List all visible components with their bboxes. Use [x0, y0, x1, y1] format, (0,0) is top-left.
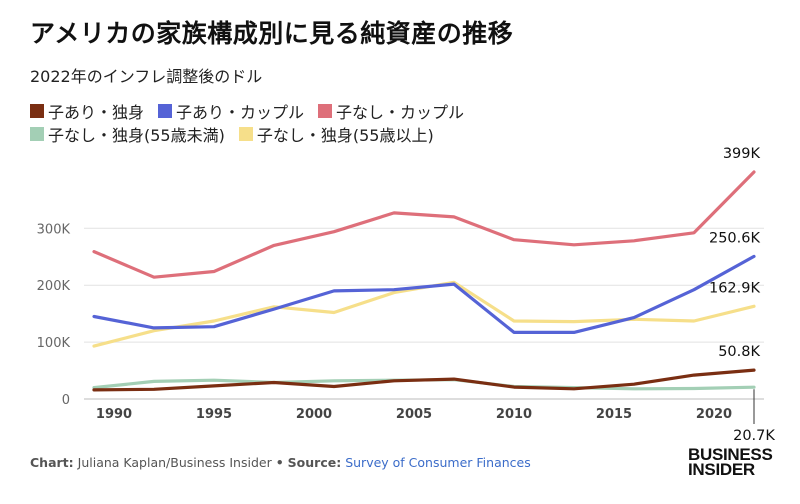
series-line-4	[92, 170, 756, 279]
legend-swatch-single-no-kids-over55	[238, 127, 253, 141]
chart-subtitle: 2022年のインフレ調整後のドル	[30, 67, 263, 86]
legend-label-couple-no-kids: 子なし・カップル	[336, 103, 465, 122]
y-tick-label: 0	[62, 393, 70, 408]
legend-swatch-single-no-kids-under55	[30, 127, 44, 141]
end-label-1: 50.8K	[718, 344, 760, 360]
legend-row-1: 子あり・独身 子あり・カップル 子なし・カップル	[30, 100, 730, 122]
legend-label-single-no-kids-over55: 子なし・独身(55歳以上)	[256, 126, 434, 145]
legend-item-couple-with-kids: 子あり・カップル	[158, 99, 304, 123]
legend-label-single-no-kids-under55: 子なし・独身(55歳未満)	[48, 126, 225, 145]
legend-swatch-couple-no-kids	[318, 104, 333, 118]
x-tick-label: 1990	[96, 407, 132, 422]
legend-item-single-no-kids-under55: 子なし・独身(55歳未満)	[30, 122, 225, 146]
legend-item-single-with-kids: 子あり・独身	[30, 99, 144, 123]
legend-item-couple-no-kids: 子なし・カップル	[318, 99, 464, 123]
footer-bullet: •	[275, 455, 284, 470]
x-tick-label: 2010	[496, 407, 532, 422]
x-tick-label: 2015	[596, 407, 632, 422]
y-tick-label: 200K	[37, 279, 71, 294]
legend-swatch-single-with-kids	[30, 104, 44, 118]
business-insider-logo: BUSINESS INSIDER	[688, 445, 778, 479]
footer-chart-label: Chart:	[30, 455, 74, 470]
x-tick-label: 2000	[296, 407, 332, 422]
end-label-2: 162.9K	[709, 280, 761, 296]
legend-label-couple-with-kids: 子あり・カップル	[176, 103, 305, 122]
footer-credit: Juliana Kaplan/Business Insider	[77, 455, 272, 470]
end-label-4: 399K	[723, 146, 761, 162]
series-line-2	[92, 280, 756, 348]
legend-swatch-couple-with-kids	[158, 104, 173, 118]
footer: Chart: Juliana Kaplan/Business Insider •…	[30, 455, 531, 470]
x-tick-label: 2005	[396, 407, 432, 422]
y-tick-label: 300K	[37, 222, 71, 237]
legend: 子あり・独身 子あり・カップル 子なし・カップル 子なし・独身(55歳未満) 子…	[30, 100, 730, 146]
brand-line-1: BUSINESS	[688, 445, 773, 464]
footer-source-link[interactable]: Survey of Consumer Finances	[345, 455, 531, 470]
series-line-3	[92, 254, 756, 334]
x-tick-label: 2020	[696, 407, 732, 422]
series-line-1	[92, 368, 756, 392]
legend-item-single-no-kids-over55: 子なし・独身(55歳以上)	[238, 122, 434, 146]
end-label-0: 20.7K	[733, 428, 775, 444]
footer-source-label: Source:	[287, 455, 342, 470]
chart-title: アメリカの家族構成別に見る純資産の推移	[30, 19, 514, 48]
y-tick-label: 100K	[37, 336, 71, 351]
legend-label-single-with-kids: 子あり・独身	[48, 103, 145, 122]
legend-row-2: 子なし・独身(55歳未満) 子なし・独身(55歳以上)	[30, 123, 730, 145]
x-tick-label: 1995	[196, 407, 232, 422]
brand-line-2: INSIDER	[688, 460, 755, 479]
end-label-3: 250.6K	[709, 230, 761, 246]
